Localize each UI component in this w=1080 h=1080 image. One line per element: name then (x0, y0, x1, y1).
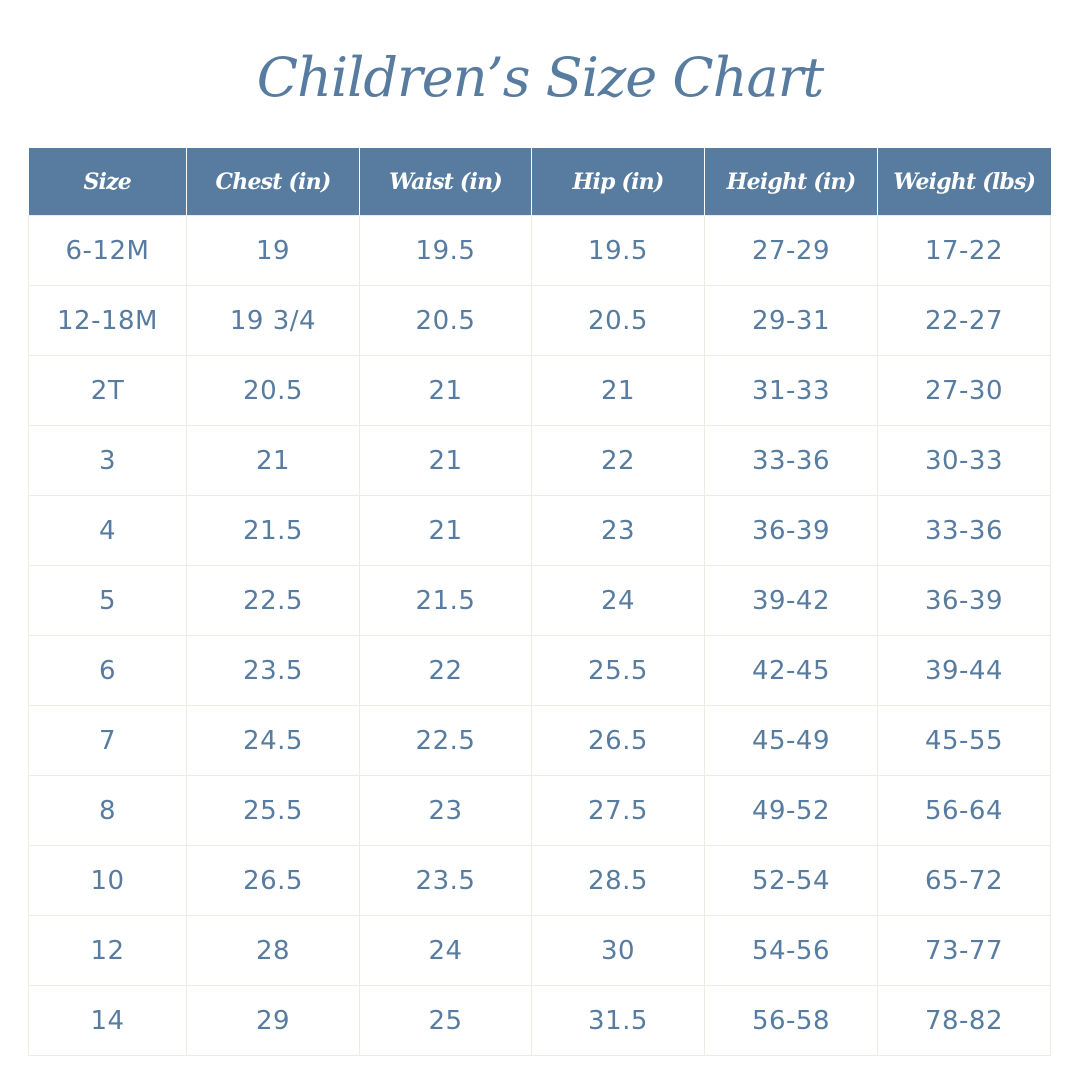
cell-size: 12 (28, 915, 187, 986)
cell-hip: 26.5 (531, 705, 705, 776)
table-row: 5 22.5 21.5 24 39-42 36-39 (28, 565, 1051, 636)
header-row: Size Chest (in) Waist (in) Hip (in) Heig… (28, 148, 1051, 216)
cell-hip: 31.5 (531, 985, 705, 1056)
cell-size: 5 (28, 565, 187, 636)
cell-size: 7 (28, 705, 187, 776)
cell-chest: 23.5 (186, 635, 360, 706)
cell-chest: 19 3/4 (186, 285, 360, 356)
cell-waist: 19.5 (359, 215, 532, 286)
page-title: Children’s Size Chart (256, 46, 824, 109)
header-hip: Hip (in) (531, 148, 705, 216)
cell-size: 6 (28, 635, 187, 706)
size-table: Size Chest (in) Waist (in) Hip (in) Heig… (28, 148, 1051, 1056)
cell-height: 33-36 (704, 425, 878, 496)
table-row: 12-18M 19 3/4 20.5 20.5 29-31 22-27 (28, 285, 1051, 356)
cell-hip: 21 (531, 355, 705, 426)
cell-weight: 33-36 (877, 495, 1051, 566)
cell-weight: 73-77 (877, 915, 1051, 986)
table-row: 8 25.5 23 27.5 49-52 56-64 (28, 775, 1051, 846)
cell-height: 56-58 (704, 985, 878, 1056)
cell-height: 31-33 (704, 355, 878, 426)
cell-hip: 22 (531, 425, 705, 496)
cell-waist: 21.5 (359, 565, 532, 636)
cell-weight: 56-64 (877, 775, 1051, 846)
cell-chest: 21.5 (186, 495, 360, 566)
cell-waist: 24 (359, 915, 532, 986)
cell-weight: 36-39 (877, 565, 1051, 636)
header-size: Size (28, 148, 187, 216)
cell-size: 10 (28, 845, 187, 916)
cell-hip: 20.5 (531, 285, 705, 356)
cell-size: 2T (28, 355, 187, 426)
cell-weight: 78-82 (877, 985, 1051, 1056)
cell-size: 8 (28, 775, 187, 846)
cell-chest: 25.5 (186, 775, 360, 846)
cell-height: 54-56 (704, 915, 878, 986)
cell-size: 6-12M (28, 215, 187, 286)
cell-height: 29-31 (704, 285, 878, 356)
cell-waist: 21 (359, 355, 532, 426)
cell-chest: 28 (186, 915, 360, 986)
table-row: 3 21 21 22 33-36 30-33 (28, 425, 1051, 496)
cell-hip: 28.5 (531, 845, 705, 916)
cell-height: 49-52 (704, 775, 878, 846)
cell-weight: 17-22 (877, 215, 1051, 286)
cell-chest: 21 (186, 425, 360, 496)
cell-waist: 20.5 (359, 285, 532, 356)
cell-waist: 25 (359, 985, 532, 1056)
cell-hip: 25.5 (531, 635, 705, 706)
cell-size: 14 (28, 985, 187, 1056)
cell-hip: 24 (531, 565, 705, 636)
cell-hip: 30 (531, 915, 705, 986)
cell-waist: 23.5 (359, 845, 532, 916)
cell-waist: 21 (359, 425, 532, 496)
header-height: Height (in) (704, 148, 878, 216)
table-row: 12 28 24 30 54-56 73-77 (28, 915, 1051, 986)
table-row: 7 24.5 22.5 26.5 45-49 45-55 (28, 705, 1051, 776)
cell-chest: 26.5 (186, 845, 360, 916)
cell-height: 27-29 (704, 215, 878, 286)
cell-chest: 24.5 (186, 705, 360, 776)
cell-chest: 19 (186, 215, 360, 286)
cell-weight: 27-30 (877, 355, 1051, 426)
table-row: 10 26.5 23.5 28.5 52-54 65-72 (28, 845, 1051, 916)
cell-chest: 22.5 (186, 565, 360, 636)
cell-waist: 21 (359, 495, 532, 566)
cell-height: 39-42 (704, 565, 878, 636)
cell-chest: 20.5 (186, 355, 360, 426)
cell-weight: 45-55 (877, 705, 1051, 776)
cell-waist: 22.5 (359, 705, 532, 776)
cell-waist: 22 (359, 635, 532, 706)
cell-size: 3 (28, 425, 187, 496)
cell-weight: 30-33 (877, 425, 1051, 496)
cell-height: 42-45 (704, 635, 878, 706)
cell-height: 52-54 (704, 845, 878, 916)
cell-weight: 22-27 (877, 285, 1051, 356)
cell-weight: 65-72 (877, 845, 1051, 916)
cell-hip: 19.5 (531, 215, 705, 286)
table-row: 6 23.5 22 25.5 42-45 39-44 (28, 635, 1051, 706)
table-row: 6-12M 19 19.5 19.5 27-29 17-22 (28, 215, 1051, 286)
cell-hip: 27.5 (531, 775, 705, 846)
table-body: 6-12M 19 19.5 19.5 27-29 17-22 12-18M 19 3/4 20.… (28, 215, 1051, 1056)
header-weight: Weight (lbs) (877, 148, 1051, 216)
cell-height: 45-49 (704, 705, 878, 776)
header-waist: Waist (in) (359, 148, 532, 216)
table-row: 2T 20.5 21 21 31-33 27-30 (28, 355, 1051, 426)
cell-waist: 23 (359, 775, 532, 846)
cell-hip: 23 (531, 495, 705, 566)
cell-height: 36-39 (704, 495, 878, 566)
cell-size: 12-18M (28, 285, 187, 356)
cell-size: 4 (28, 495, 187, 566)
cell-chest: 29 (186, 985, 360, 1056)
cell-weight: 39-44 (877, 635, 1051, 706)
table-row: 14 29 25 31.5 56-58 78-82 (28, 985, 1051, 1056)
header-chest: Chest (in) (186, 148, 360, 216)
table-row: 4 21.5 21 23 36-39 33-36 (28, 495, 1051, 566)
